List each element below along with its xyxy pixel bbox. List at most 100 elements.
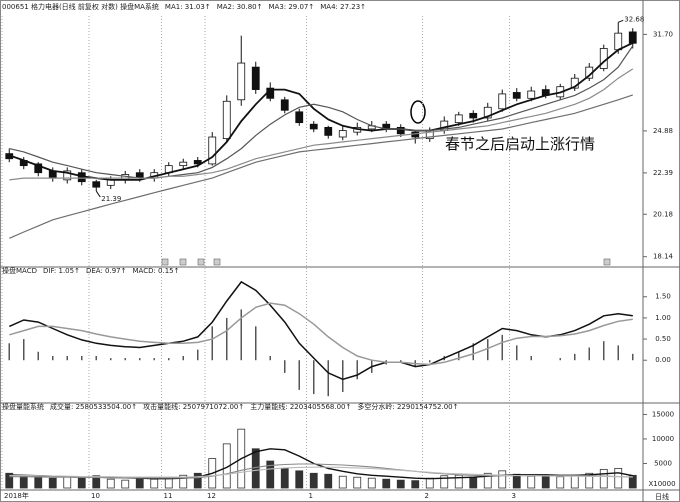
y-tick-label: 22.39 [653, 169, 673, 177]
panel-header: 攻击量能线: 2507971072.00↑ [143, 402, 244, 411]
candle-body [280, 99, 289, 111]
y-tick-label: 1.50 [655, 293, 671, 301]
candle-body [498, 93, 507, 110]
y-tick-label: 1.00 [655, 314, 671, 322]
volume-bar [585, 472, 594, 489]
x-tick-label: 3 [512, 492, 516, 500]
y-tick-label: 31.70 [653, 30, 673, 38]
candle-body [527, 90, 536, 99]
volume-bar [614, 467, 623, 489]
icon[interactable] [179, 258, 187, 266]
line [9, 302, 633, 366]
x-tick-label: 11 [164, 492, 173, 500]
candle-body [92, 181, 101, 188]
icon[interactable] [161, 258, 169, 266]
volume-bar [396, 479, 405, 489]
y-tick-label: 24.88 [653, 127, 673, 135]
volume-bar [367, 477, 376, 489]
low-label: 21.39 [101, 195, 121, 203]
high-label: 32.68 [624, 15, 644, 23]
x-tick-label: 2018年 [4, 491, 29, 500]
line [8, 280, 633, 381]
volume-bar [353, 476, 362, 489]
candle-body [222, 100, 231, 140]
volume-bar [48, 477, 57, 489]
panel-header: 成交量: 2580533504.00↑ [50, 402, 137, 411]
candle-body [628, 31, 637, 44]
candle-body [483, 106, 492, 119]
volume-bar [135, 477, 144, 489]
y-tick-label: 0.50 [655, 335, 671, 343]
candle-body [512, 92, 521, 99]
volume-bar [483, 472, 492, 489]
candle-body [179, 161, 188, 167]
volume-bar [309, 472, 318, 489]
panel-header: 多空分水岭: 2290154752.00↑ [357, 402, 458, 411]
y-tick-label: 20.18 [653, 210, 673, 218]
volume-bar [77, 477, 86, 489]
volume-bar [164, 477, 173, 489]
candle-body [599, 48, 608, 69]
x-tick-label: 2 [425, 492, 429, 500]
x-tick-label: 10 [91, 492, 100, 500]
panel-header: DEA: 0.97↑ [86, 267, 127, 275]
volume-bar [34, 476, 43, 489]
panel-header: DIF: 1.05↑ [43, 267, 80, 275]
candle-body [295, 111, 304, 124]
panel-header: 操盘量能系统 [2, 402, 44, 411]
candle-body [251, 66, 260, 90]
candle-body [34, 163, 43, 174]
candle-body [338, 130, 347, 138]
volume-bar [280, 467, 289, 489]
volume-bar [382, 478, 391, 489]
volume-bar [63, 476, 72, 489]
highlight-ellipse [410, 100, 426, 124]
volume-bar [266, 460, 275, 489]
candle-body [208, 136, 217, 165]
volume-bar [411, 480, 420, 489]
low-pointer [95, 190, 101, 198]
volume-bar [150, 478, 159, 489]
volume-bar [121, 479, 130, 489]
volume-bar [498, 470, 507, 489]
y-tick-label: 15000 [652, 410, 674, 418]
volume-bar [556, 476, 565, 489]
volume-bar [179, 474, 188, 489]
period-label: 日线 [655, 492, 669, 501]
volume-bar [295, 470, 304, 489]
candle-body [237, 62, 246, 101]
panel-header: MA1: 31.03↑ [165, 3, 211, 11]
volume-bar [425, 477, 434, 489]
line [9, 42, 634, 181]
volume-bar [599, 468, 608, 489]
candle-body [324, 126, 333, 136]
volume-bar [527, 475, 536, 489]
candle-body [469, 112, 478, 119]
panel-header: 主力量能线: 2203405568.00↑ [250, 402, 351, 411]
toolbar-icons [161, 258, 611, 266]
volume-bar [19, 475, 28, 489]
candle-body [614, 32, 623, 51]
line [9, 94, 633, 239]
candle-body [309, 123, 318, 130]
volume-bar [570, 474, 579, 489]
icon[interactable] [603, 258, 611, 266]
icon[interactable] [197, 258, 205, 266]
volume-bar [324, 473, 333, 489]
volume-bar [338, 475, 347, 489]
candle-body [63, 170, 72, 181]
candle-body [454, 114, 463, 124]
volume-unit: X10000 [648, 480, 675, 488]
panel-header: MACD: 0.15↑ [132, 267, 179, 275]
x-tick-label: 12 [207, 492, 216, 500]
icon[interactable] [213, 258, 221, 266]
line [9, 68, 634, 181]
panel-header: MA4: 27.23↑ [320, 3, 366, 11]
x-tick-label: 1 [309, 492, 313, 500]
candle-body [193, 160, 202, 165]
volume-bar [440, 475, 449, 489]
candle-body [396, 126, 405, 135]
line [9, 466, 633, 478]
volume-bar [193, 472, 202, 489]
